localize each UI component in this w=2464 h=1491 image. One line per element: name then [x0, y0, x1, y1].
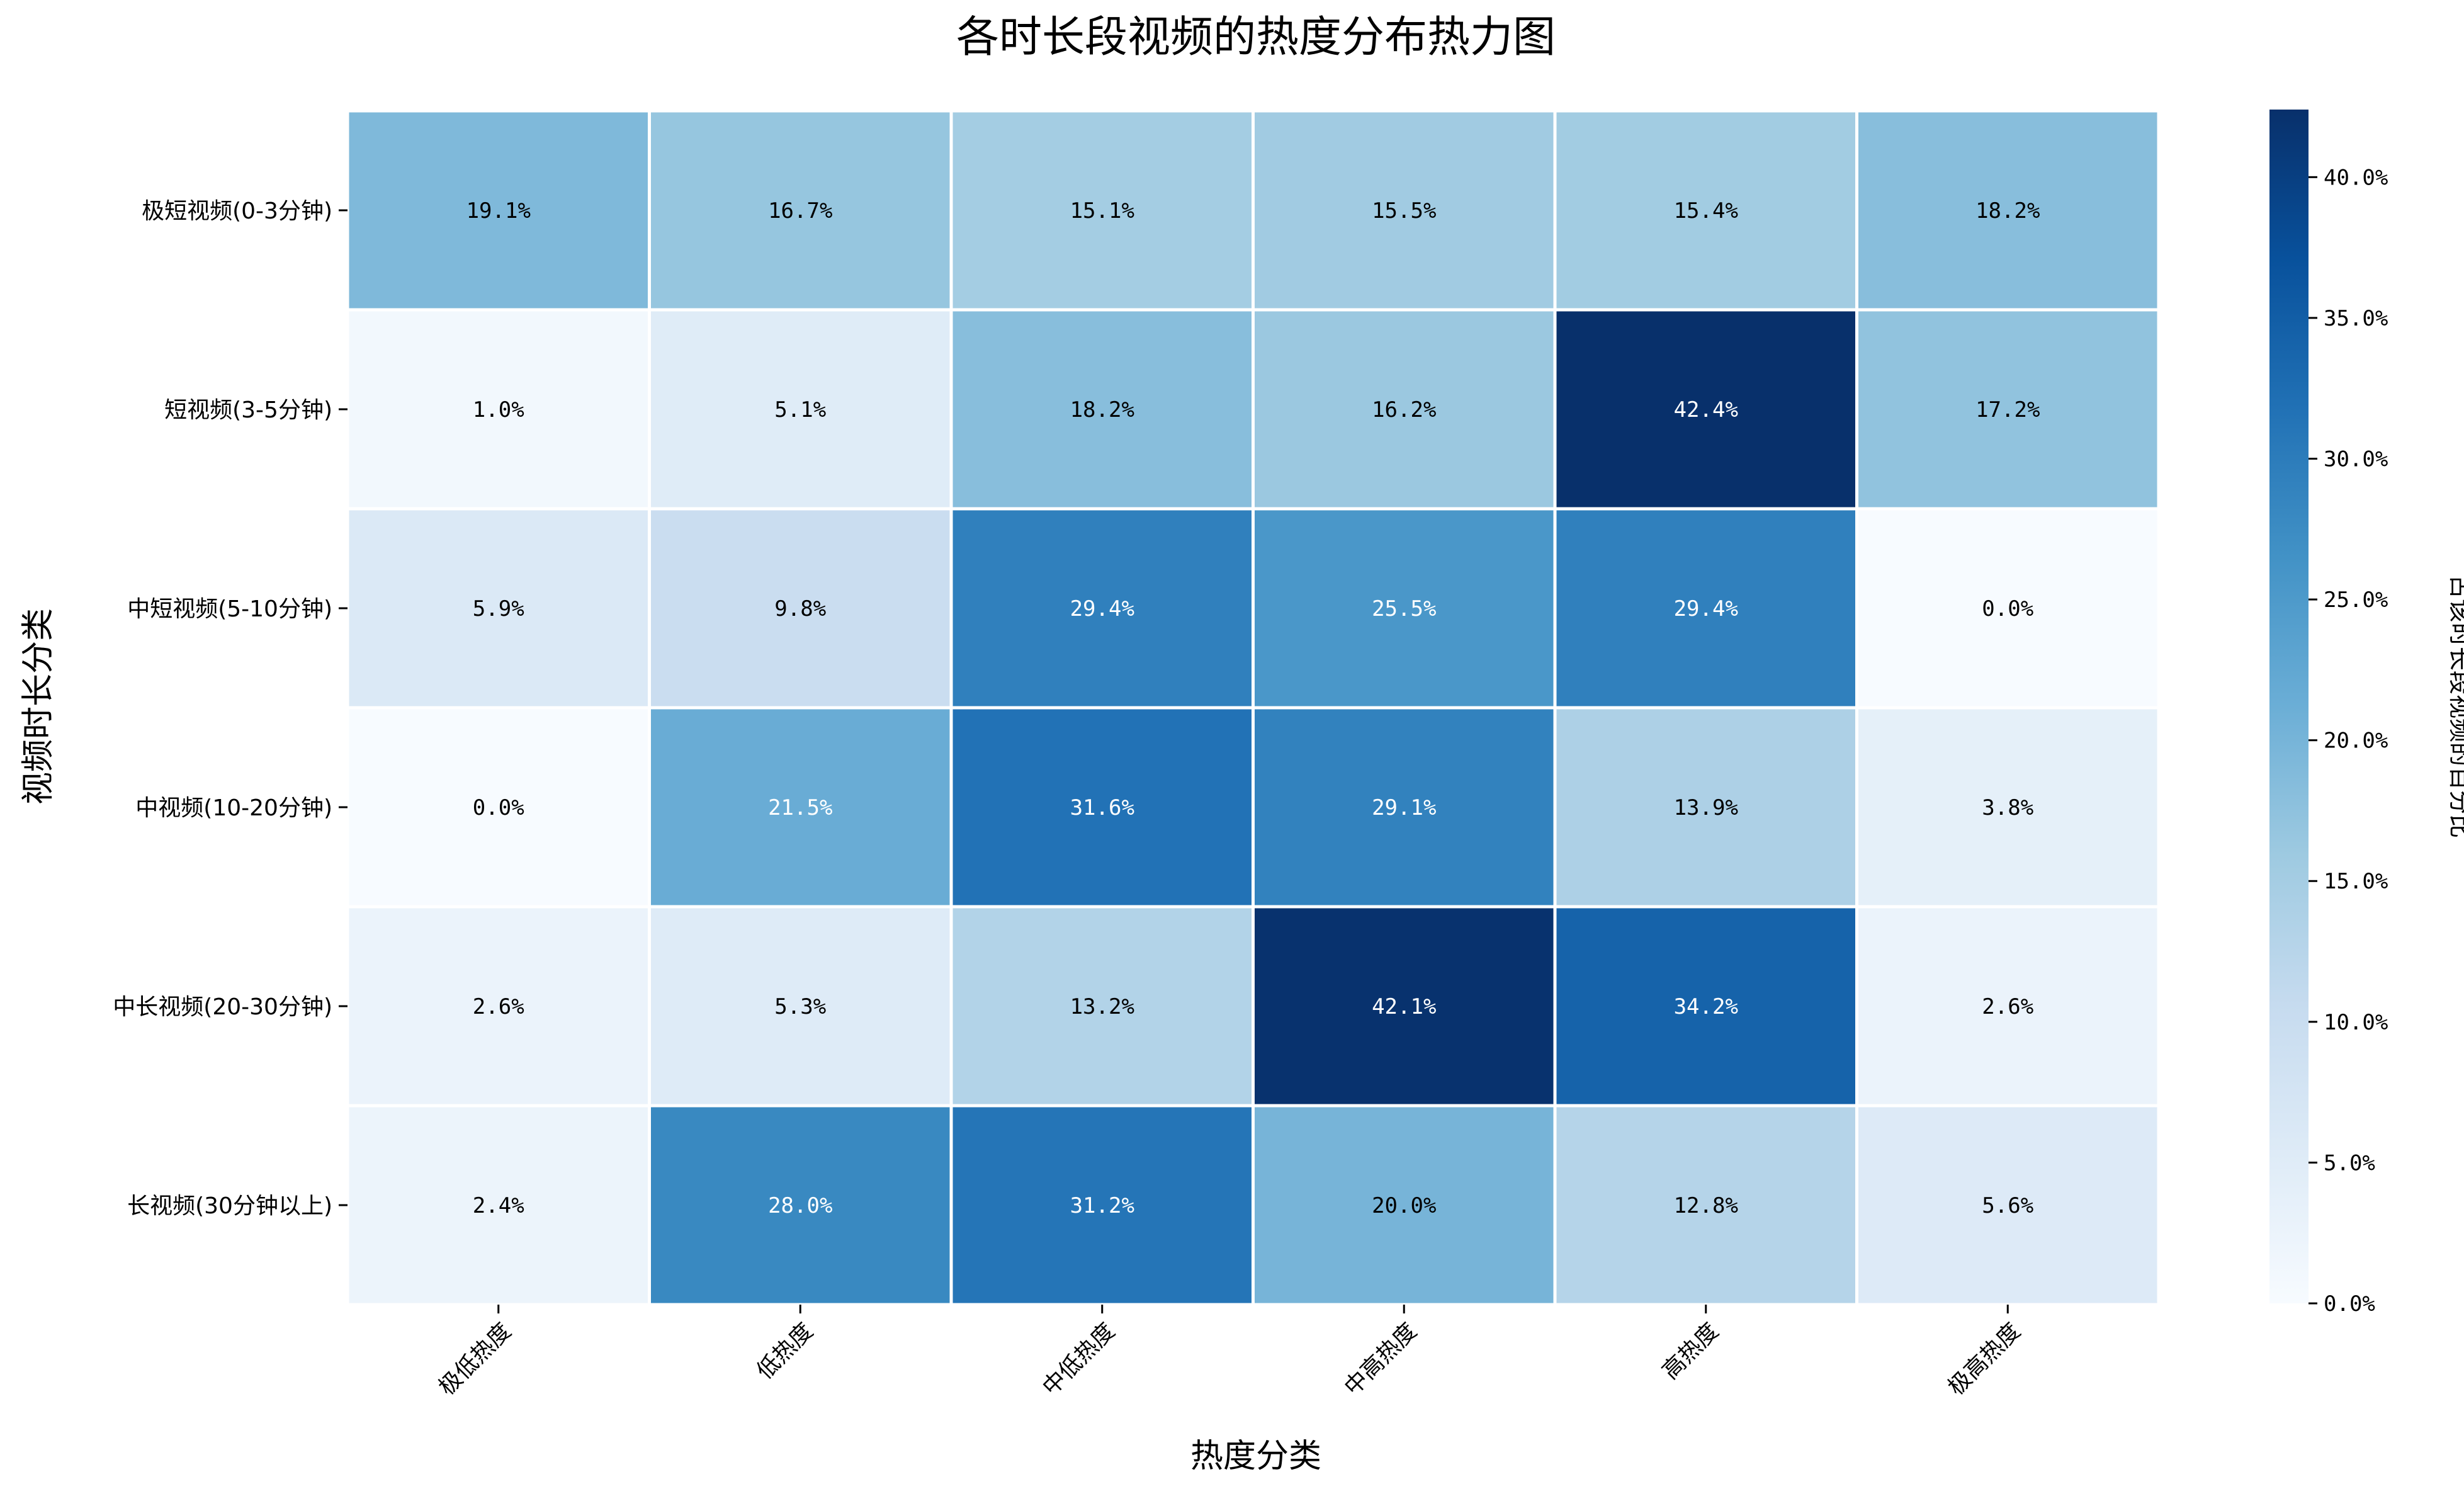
cell-value-label: 17.2%	[1975, 397, 2040, 422]
cell-value-label: 28.0%	[768, 1193, 832, 1218]
colorbar-tick-label: 15.0%	[2324, 869, 2388, 894]
heatmap-cell	[949, 109, 1255, 312]
cell-value-label: 15.4%	[1674, 198, 1738, 224]
heatmap-cell	[1252, 109, 1557, 312]
cell-value-label: 18.2%	[1070, 397, 1134, 422]
x-axis-label: 热度分类	[1190, 1437, 1321, 1475]
cell-value-label: 5.3%	[774, 994, 826, 1019]
cell-value-label: 5.1%	[774, 397, 826, 422]
heatmap-cell	[648, 706, 953, 909]
x-tick-labels: 极低热度 低热度 中低热度 中高热度 高热度 极高热度	[434, 1305, 2026, 1400]
heatmap-cell	[1855, 905, 2161, 1108]
cell-value-label: 25.5%	[1372, 596, 1436, 621]
cell-value-label: 16.2%	[1372, 397, 1436, 422]
heatmap-cell	[648, 109, 953, 312]
heatmap-cell	[648, 308, 953, 511]
heatmap-cell	[949, 905, 1255, 1108]
colorbar-tick-label: 20.0%	[2324, 728, 2388, 754]
cell-value-label: 31.2%	[1070, 1193, 1134, 1218]
cell-value-label: 21.5%	[768, 795, 832, 820]
heatmap-cell	[1252, 706, 1557, 909]
heatmap-cell	[346, 905, 651, 1108]
cell-value-label: 0.0%	[1982, 596, 2033, 621]
cell-value-label: 2.6%	[1982, 994, 2033, 1019]
cell-value-label: 1.0%	[473, 397, 524, 422]
cell-value-label: 29.1%	[1372, 795, 1436, 820]
heatmap-cell	[1553, 905, 1858, 1108]
cell-value-label: 15.5%	[1372, 198, 1436, 224]
cell-value-label: 13.2%	[1070, 994, 1134, 1019]
x-tick-label: 极低热度	[434, 1318, 516, 1400]
y-tick-label: 短视频(3-5分钟)	[164, 397, 332, 423]
cell-value-label: 2.6%	[473, 994, 524, 1019]
cell-value-label: 31.6%	[1070, 795, 1134, 820]
heatmap-cell	[346, 109, 651, 312]
cell-value-label: 9.8%	[774, 596, 826, 621]
heatmap-cell	[1553, 109, 1858, 312]
heatmap-cell	[949, 706, 1255, 909]
colorbar-tick-label: 0.0%	[2324, 1291, 2375, 1317]
cell-value-label: 5.6%	[1982, 1193, 2033, 1218]
cell-value-label: 16.7%	[768, 198, 832, 224]
y-axis-label: 视频时长分类	[20, 608, 57, 805]
x-tick-label: 中低热度	[1037, 1318, 1120, 1400]
y-tick-label: 中视频(10-20分钟)	[135, 795, 332, 821]
cell-value-label: 20.0%	[1372, 1193, 1436, 1218]
heatmap-cell	[1553, 1104, 1858, 1307]
heatmap-cell	[1252, 507, 1557, 710]
heatmap-cell	[1855, 507, 2161, 710]
heatmap-cell	[1855, 308, 2161, 511]
x-tick-label: 高热度	[1658, 1318, 1724, 1384]
cell-value-label: 13.9%	[1674, 795, 1738, 820]
x-tick-label: 极高热度	[1943, 1318, 2026, 1400]
y-tick-labels: 极短视频(0-3分钟) 短视频(3-5分钟) 中短视频(5-10分钟) 中视频(10-…	[113, 198, 348, 1219]
colorbar-tick-label: 35.0%	[2324, 306, 2388, 331]
colorbar: 0.0% 5.0% 10.0% 15.0% 20.0% 25.0% 30.0% 35.0% 40…	[2269, 110, 2388, 1317]
colorbar-tick-label: 10.0%	[2324, 1010, 2388, 1035]
colorbar-tick-label: 5.0%	[2324, 1150, 2375, 1176]
heatmap-cell	[346, 507, 651, 710]
cell-value-label: 42.1%	[1372, 994, 1436, 1019]
y-tick-label: 中长视频(20-30分钟)	[113, 994, 332, 1020]
heatmap-cell	[1855, 1104, 2161, 1307]
y-tick-label: 长视频(30分钟以上)	[127, 1193, 332, 1219]
heatmap-cell	[1553, 507, 1858, 710]
cell-value-label: 42.4%	[1674, 397, 1738, 422]
cell-value-label: 29.4%	[1674, 596, 1738, 621]
heatmap-cell	[1553, 706, 1858, 909]
cell-value-label: 18.2%	[1975, 198, 2040, 224]
y-tick-label: 极短视频(0-3分钟)	[142, 198, 332, 224]
cell-value-label: 15.1%	[1070, 198, 1134, 224]
cell-value-label: 2.4%	[473, 1193, 524, 1218]
heatmap-cells: 19.1% 16.7% 15.1% 15.5% 15.4% 18.2% 1.0% 5.1% 18…	[346, 109, 2161, 1307]
colorbar-tick-label: 40.0%	[2324, 165, 2388, 190]
cell-value-label: 12.8%	[1674, 1193, 1738, 1218]
heatmap-cell	[1855, 706, 2161, 909]
cell-value-label: 0.0%	[473, 795, 524, 820]
y-tick-label: 中短视频(5-10分钟)	[127, 596, 332, 622]
heatmap-cell	[648, 507, 953, 710]
cell-value-label: 19.1%	[466, 198, 531, 224]
colorbar-tick-label: 30.0%	[2324, 446, 2388, 472]
x-tick-label: 中高热度	[1340, 1318, 1422, 1400]
colorbar-label: 占该时长段视频的百分比	[2446, 575, 2464, 838]
heatmap-cell	[1252, 308, 1557, 511]
heatmap-cell	[346, 1104, 651, 1307]
cell-value-label: 34.2%	[1674, 994, 1738, 1019]
chart-title: 各时长段视频的热度分布热力图	[956, 13, 1556, 62]
heatmap-cell	[1252, 905, 1557, 1108]
colorbar-gradient	[2269, 110, 2309, 1303]
x-tick-label: 低热度	[752, 1318, 818, 1384]
heatmap-cell	[346, 706, 651, 909]
cell-value-label: 5.9%	[473, 596, 524, 621]
cell-value-label: 29.4%	[1070, 596, 1134, 621]
colorbar-tick-label: 25.0%	[2324, 587, 2388, 613]
cell-value-label: 3.8%	[1982, 795, 2033, 820]
heatmap-cell	[1855, 109, 2161, 312]
